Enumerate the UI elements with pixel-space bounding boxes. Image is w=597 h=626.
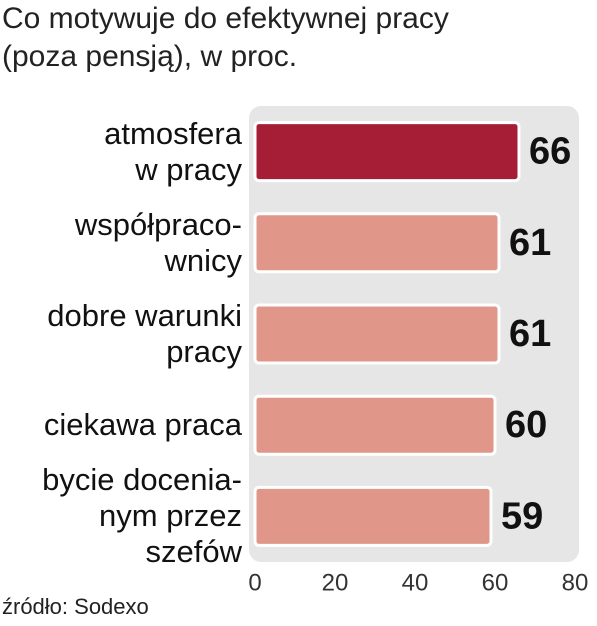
bar xyxy=(253,121,521,183)
source: źródło: Sodexo xyxy=(2,594,149,619)
category-label: bycie docenia- nym przez szefów xyxy=(42,462,242,570)
x-tick-label: 0 xyxy=(248,569,261,596)
bar xyxy=(253,303,501,365)
category-label: atmosfera w pracy xyxy=(104,115,242,187)
bar xyxy=(253,212,501,274)
x-tick-label: 40 xyxy=(402,569,429,596)
x-tick-label: 20 xyxy=(322,569,349,596)
value-label: 61 xyxy=(509,222,551,264)
category-label: ciekawa praca xyxy=(43,407,242,443)
value-label: 61 xyxy=(509,313,551,355)
value-label: 66 xyxy=(529,131,571,173)
category-label: współpraco- wnicy xyxy=(74,206,242,278)
bar xyxy=(253,485,493,547)
chart-title: Co motywuje do efektywnej pracy xyxy=(2,2,449,35)
category-label: dobre warunki pracy xyxy=(47,298,242,369)
value-label: 59 xyxy=(501,495,543,537)
bar xyxy=(253,394,497,456)
value-label: 60 xyxy=(505,404,547,446)
x-tick-label: 80 xyxy=(562,569,589,596)
x-tick-label: 60 xyxy=(482,569,509,596)
chart-title: (poza pensją), w proc. xyxy=(2,40,298,73)
